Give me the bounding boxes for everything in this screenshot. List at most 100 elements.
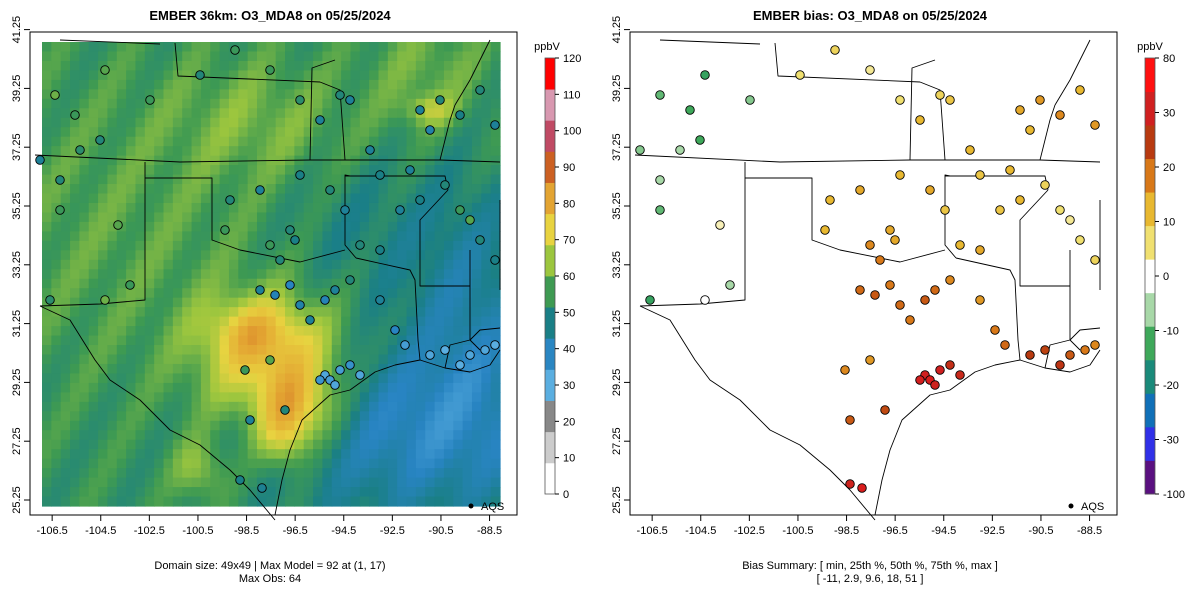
model-grid-cell: [182, 439, 193, 450]
model-grid-cell: [490, 468, 501, 479]
model-grid-cell: [116, 449, 127, 460]
model-grid-cell: [219, 373, 230, 384]
model-grid-cell: [285, 335, 295, 346]
model-grid-cell: [126, 411, 137, 422]
model-grid-cell: [144, 51, 155, 62]
model-grid-cell: [154, 127, 165, 138]
bias-site: [845, 415, 855, 425]
model-grid-cell: [490, 51, 501, 62]
model-grid-cell: [369, 354, 380, 365]
model-grid-cell: [425, 259, 436, 270]
model-grid-cell: [387, 420, 398, 431]
model-grid-cell: [79, 174, 90, 185]
model-grid-cell: [359, 439, 370, 450]
model-grid-cell: [210, 146, 221, 157]
model-grid-cell: [406, 345, 417, 356]
model-grid-cell: [70, 335, 80, 346]
model-grid-cell: [378, 240, 389, 251]
model-grid-cell: [163, 278, 174, 289]
state-border: [909, 59, 936, 161]
model-grid-cell: [275, 392, 286, 403]
model-grid-cell: [397, 354, 408, 365]
model-grid-cell: [88, 297, 99, 308]
model-grid-cell: [154, 401, 165, 412]
model-grid-cell: [313, 468, 324, 479]
model-grid-cell: [397, 288, 408, 299]
plot-border: [29, 31, 518, 516]
model-grid-cell: [378, 449, 389, 460]
model-grid-cell: [313, 127, 324, 138]
model-grid-cell: [462, 439, 473, 450]
model-grid-cell: [107, 468, 118, 479]
model-grid-cell: [210, 79, 221, 90]
model-grid-cell: [434, 127, 445, 138]
model-grid-cell: [154, 70, 165, 81]
model-grid-cell: [275, 51, 286, 62]
model-grid-cell: [60, 487, 71, 498]
model-grid-cell: [471, 458, 482, 469]
model-grid-cell: [462, 117, 473, 128]
model-grid-cell: [434, 487, 445, 498]
model-grid-cell: [172, 468, 183, 479]
model-grid-cell: [322, 108, 333, 119]
model-grid-cell: [471, 98, 482, 109]
model-grid-cell: [51, 326, 62, 337]
model-grid-cell: [490, 326, 501, 337]
model-grid-cell: [107, 221, 118, 232]
model-grid-cell: [443, 468, 454, 479]
model-grid-cell: [116, 51, 127, 62]
model-grid-cell: [79, 392, 90, 403]
model-grid-cell: [88, 193, 99, 204]
model-grid-cell: [88, 240, 99, 251]
model-grid-cell: [172, 392, 183, 403]
model-grid-cell: [126, 335, 137, 346]
model-grid-cell: [359, 307, 370, 318]
model-grid-cell: [60, 392, 71, 403]
model-grid-cell: [60, 297, 71, 308]
model-grid-cell: [481, 288, 492, 299]
model-grid-cell: [481, 373, 492, 384]
model-grid-cell: [238, 326, 249, 337]
observation-site: [100, 295, 110, 305]
model-grid-cell: [191, 326, 202, 337]
model-grid-cell: [51, 382, 62, 393]
model-grid-cell: [490, 136, 501, 147]
model-grid-cell: [397, 165, 408, 176]
model-grid-cell: [453, 458, 464, 469]
x-tick-label: -104.5: [685, 525, 716, 537]
model-grid-cell: [443, 449, 454, 460]
model-grid-cell: [331, 420, 342, 431]
model-grid-cell: [163, 345, 174, 356]
model-grid-cell: [172, 382, 183, 393]
model-grid-cell: [51, 231, 62, 242]
model-grid-cell: [88, 307, 99, 318]
y-tick-label: 39.25: [11, 75, 23, 103]
state-border: [1039, 104, 1056, 161]
model-grid-cell: [350, 496, 361, 507]
model-grid-cell: [200, 136, 211, 147]
model-grid-cell: [135, 136, 146, 147]
model-grid-cell: [443, 307, 454, 318]
model-grid-cell: [98, 184, 109, 195]
model-grid-cell: [42, 259, 52, 270]
model-grid-cell: [490, 184, 501, 195]
bias-site: [935, 90, 945, 100]
state-border: [874, 349, 1101, 516]
model-grid-cell: [172, 42, 183, 53]
model-grid-cell: [285, 288, 295, 299]
model-grid-cell: [144, 297, 155, 308]
model-grid-cell: [331, 487, 342, 498]
model-grid-cell: [88, 373, 99, 384]
model-grid-cell: [378, 373, 389, 384]
model-grid-cell: [266, 496, 277, 507]
model-grid-cell: [126, 439, 137, 450]
model-grid-cell: [490, 458, 501, 469]
model-grid-cell: [275, 60, 286, 72]
model-grid-cell: [471, 326, 482, 337]
model-grid-cell: [294, 117, 305, 128]
model-grid-cell: [350, 221, 361, 232]
model-grid-cell: [60, 401, 71, 412]
model-grid-cell: [70, 127, 80, 138]
model-grid-cell: [144, 449, 155, 460]
